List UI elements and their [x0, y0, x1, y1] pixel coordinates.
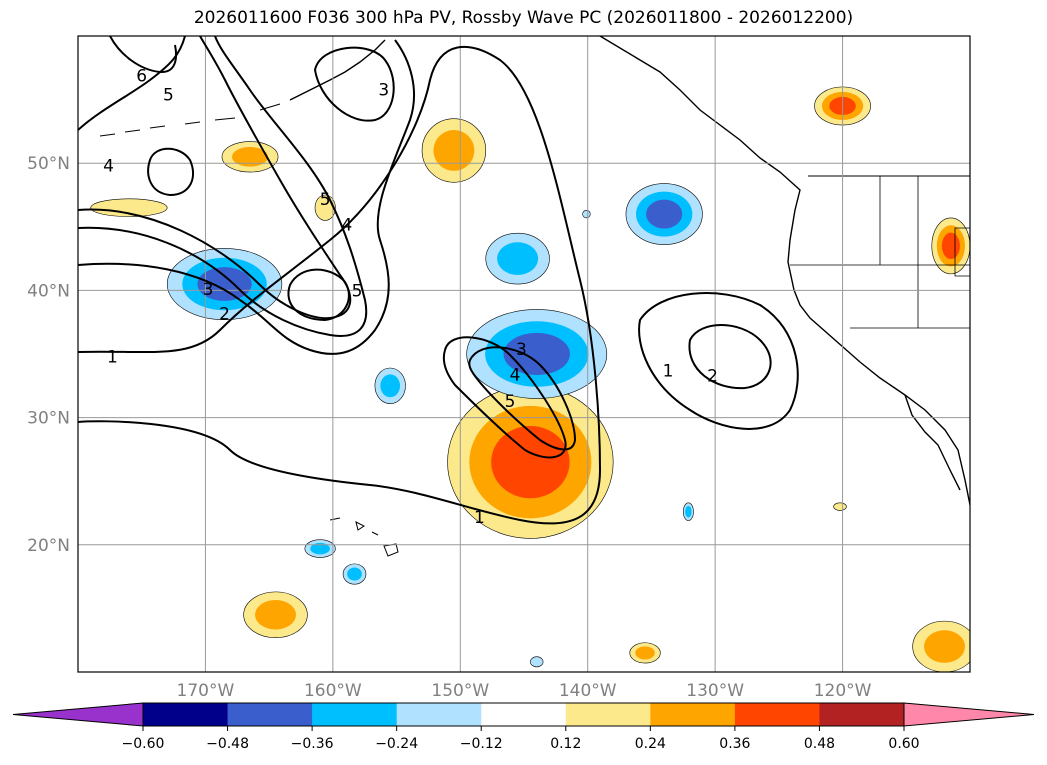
lon-tick-label: 170°W — [177, 681, 235, 701]
shading-blob-12-level-1 — [924, 630, 965, 663]
shading-blob-14-level-1 — [380, 374, 401, 398]
pv-contour-label: 5 — [352, 281, 363, 301]
pv-contour-label: 3 — [203, 280, 214, 300]
pv-contour-label: 5 — [320, 190, 331, 210]
colorbar-extend-low — [12, 702, 144, 727]
shading-blob-6-level-1 — [232, 147, 269, 167]
lon-tick-label: 150°W — [431, 681, 489, 701]
shading-blob-20-level-0 — [530, 656, 544, 668]
pv-contour-2-east — [688, 324, 772, 390]
pv-contour-label: 3 — [516, 340, 527, 360]
shading-blob-3-level-2 — [646, 199, 683, 229]
pv-contour-label: 5 — [505, 392, 516, 412]
north-america-coastline — [599, 36, 970, 506]
pv-contour-label: 1 — [474, 508, 485, 528]
hawaii-islands — [329, 517, 399, 557]
pv-contour-label: 4 — [341, 215, 352, 235]
pv-contour-label: 5 — [163, 86, 174, 106]
colorbar-segment — [143, 703, 229, 726]
lon-tick-label: 120°W — [814, 681, 872, 701]
map-frame — [77, 35, 971, 673]
coastlines — [99, 36, 970, 557]
colorbar-segment — [312, 703, 398, 726]
shading-blob-13-level-1 — [635, 646, 655, 660]
shading-blob-2-level-2 — [197, 267, 252, 301]
colorbar-segment — [481, 703, 567, 726]
us-state-lines — [790, 176, 970, 329]
colorbar-tick-label: 0.60 — [888, 736, 919, 752]
colorbar-tick-labels: −0.60 −0.48 −0.36 −0.24 −0.12 0.12 0.24 0.36 0.4… — [122, 726, 920, 752]
pv-contour-label: 1 — [107, 348, 118, 368]
colorbar-segment — [734, 703, 820, 726]
colorbar-tick-label: 0.48 — [804, 736, 835, 752]
pv-contour-4-north — [147, 147, 195, 197]
longitude-tick-labels: 170°W 160°W 150°W 140°W 130°W 120°W — [177, 681, 872, 701]
colorbar-tick-label: −0.24 — [375, 736, 418, 752]
colorbar-tick-label: −0.48 — [206, 736, 249, 752]
shading-blob-0-level-2 — [491, 425, 570, 499]
colorbar-outline — [142, 702, 905, 727]
shading-blob-15-level-1 — [310, 542, 330, 555]
pv-contour-5-north — [78, 36, 186, 131]
shading-blob-19-level-0 — [582, 209, 591, 219]
shading-blob-4-level-1 — [497, 242, 539, 275]
lat-tick-label: 50°N — [27, 154, 70, 174]
pv-contour-6-north — [109, 36, 178, 74]
pv-contour-label: 4 — [510, 365, 521, 385]
shading-blob-17-level-1 — [685, 506, 692, 518]
pv-contour-label: 6 — [136, 66, 147, 86]
pv-contour-1-east — [638, 292, 799, 430]
chart-title: 2026011600 F036 300 hPa PV, Rossby Wave … — [193, 8, 854, 28]
lat-tick-label: 40°N — [27, 281, 70, 301]
colorbar-segment — [227, 703, 313, 726]
pv-contour-label: 2 — [707, 367, 718, 387]
pv-contour-2-west — [78, 39, 416, 355]
colorbar-segment — [650, 703, 736, 726]
pv-contours — [78, 36, 799, 525]
shading-blob-16-level-1 — [347, 567, 362, 581]
pv-contour-4-east — [468, 346, 577, 451]
lat-tick-label: 30°N — [27, 409, 70, 429]
alaska-peninsula — [289, 39, 386, 101]
shading-blob-7-level-0 — [90, 198, 168, 217]
lat-tick-label: 20°N — [27, 536, 70, 556]
lon-tick-label: 140°W — [559, 681, 617, 701]
colorbar-segment — [396, 703, 482, 726]
colorbar-tick-label: −0.36 — [291, 736, 334, 752]
pv-contour-label: 3 — [378, 80, 389, 100]
shading-blob-10-level-2 — [941, 232, 960, 260]
colorbar-tick-label: 0.12 — [550, 736, 581, 752]
baja-california — [904, 394, 961, 491]
pv-contour-5-west — [287, 268, 350, 322]
shading-blob-5-level-1 — [433, 130, 475, 171]
pv-contour-3-west — [78, 36, 368, 337]
pv-contour-1-main — [78, 46, 602, 525]
lon-tick-label: 160°W — [304, 681, 362, 701]
pv-contour-label: 4 — [103, 157, 114, 177]
colorbar-tick-label: 0.36 — [719, 736, 750, 752]
lon-tick-label: 130°W — [686, 681, 744, 701]
shading-blob-18-level-0 — [833, 502, 847, 511]
pv-contour-3-north — [313, 46, 395, 122]
colorbar-tick-label: −0.12 — [460, 736, 503, 752]
pv-contour-label: 1 — [663, 362, 674, 382]
colorbar-extend-high — [903, 702, 1035, 727]
aleutian-islands — [99, 103, 281, 137]
colorbar-tick-label: 0.24 — [635, 736, 666, 752]
colorbar-tick-label: −0.60 — [122, 736, 165, 752]
latitude-tick-labels: 20°N 30°N 40°N 50°N — [27, 154, 70, 556]
shading-blob-11-level-1 — [255, 600, 296, 630]
pv-contour-label: 2 — [219, 304, 230, 324]
colorbar — [12, 702, 1035, 727]
colorbar-segment — [565, 703, 651, 726]
colorbar-segment — [819, 703, 905, 726]
